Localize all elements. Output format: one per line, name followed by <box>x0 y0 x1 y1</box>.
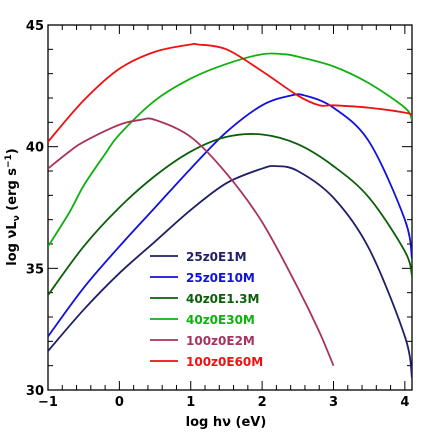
x-tick-label: 2 <box>258 395 267 410</box>
series-lines <box>48 42 412 378</box>
legend: 25z0E1M 25z0E10M 40z0E1.3M 40z0E30M 100z0E2M… <box>150 250 263 369</box>
x-tick-label: 4 <box>400 395 409 410</box>
plot-frame <box>47 24 413 391</box>
series-line-100z0E2M <box>48 117 335 367</box>
legend-label: 40z0E30M <box>186 313 255 327</box>
y-tick-label: 45 <box>26 19 44 34</box>
legend-label: 40z0E1.3M <box>186 292 259 306</box>
series-line-100z0E60M <box>48 42 412 143</box>
x-axis-label: log hν (eV) <box>186 415 267 430</box>
y-tick-label: 35 <box>26 262 44 277</box>
series-line-40z0E30M <box>48 52 412 247</box>
x-tick-label: 1 <box>186 395 195 410</box>
series-line-25z0E10M <box>48 93 412 338</box>
x-tick-label: 0 <box>115 395 124 410</box>
tick-labels: −1 0 1 2 3 4 30 35 40 45 <box>26 19 409 410</box>
x-tick-label: 3 <box>329 395 338 410</box>
axis-ticks <box>47 24 412 391</box>
y-tick-label: 30 <box>26 384 44 399</box>
legend-label: 25z0E10M <box>186 271 255 285</box>
plot-area <box>47 24 413 391</box>
legend-label: 25z0E1M <box>186 250 247 264</box>
series-line-25z0E1M <box>48 165 412 378</box>
y-axis-label: log νLν (erg s−1) <box>4 148 22 266</box>
series-line-40z0E1.3M <box>48 133 412 296</box>
y-tick-label: 40 <box>26 141 44 156</box>
legend-label: 100z0E60M <box>186 355 263 369</box>
x-tick-label: −1 <box>38 395 58 410</box>
legend-label: 100z0E2M <box>186 334 255 348</box>
